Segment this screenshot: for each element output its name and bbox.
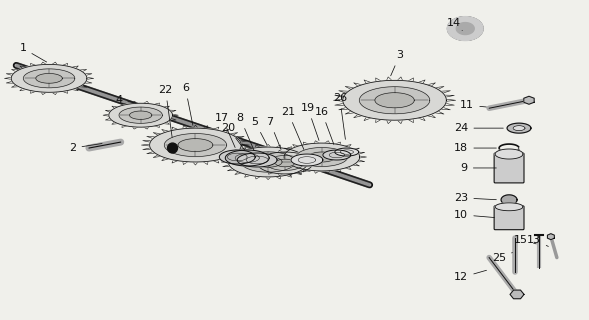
Polygon shape	[291, 154, 323, 166]
Circle shape	[167, 143, 177, 153]
Polygon shape	[296, 148, 348, 166]
Polygon shape	[335, 148, 359, 156]
Text: 8: 8	[237, 113, 254, 150]
Polygon shape	[178, 139, 213, 151]
Polygon shape	[501, 195, 517, 205]
Polygon shape	[510, 290, 524, 299]
Text: 24: 24	[454, 123, 503, 133]
Polygon shape	[284, 143, 360, 171]
Polygon shape	[359, 87, 430, 114]
Text: 1: 1	[19, 44, 47, 62]
Text: 14: 14	[447, 18, 462, 31]
Polygon shape	[119, 107, 163, 123]
Text: 19: 19	[301, 103, 319, 140]
Polygon shape	[164, 133, 227, 156]
Polygon shape	[507, 123, 531, 133]
Polygon shape	[150, 128, 241, 162]
Polygon shape	[343, 80, 446, 120]
Text: 12: 12	[454, 270, 487, 283]
Text: 7: 7	[267, 117, 281, 149]
Text: 20: 20	[221, 123, 244, 150]
Text: 25: 25	[492, 252, 512, 263]
Text: 18: 18	[454, 143, 497, 153]
Polygon shape	[254, 157, 282, 167]
Text: 26: 26	[333, 93, 347, 139]
Polygon shape	[524, 96, 534, 104]
Polygon shape	[547, 234, 554, 240]
Text: 3: 3	[391, 51, 403, 76]
Text: 17: 17	[215, 113, 235, 148]
Polygon shape	[456, 23, 474, 35]
Text: 5: 5	[252, 117, 267, 145]
Text: 2: 2	[70, 143, 102, 153]
Polygon shape	[130, 111, 152, 119]
Text: 6: 6	[182, 83, 193, 125]
Polygon shape	[241, 152, 295, 172]
Polygon shape	[448, 17, 483, 41]
Polygon shape	[226, 150, 269, 166]
Polygon shape	[237, 153, 277, 167]
FancyBboxPatch shape	[494, 206, 524, 230]
Polygon shape	[257, 152, 313, 174]
Polygon shape	[275, 159, 295, 167]
Polygon shape	[513, 126, 525, 131]
Polygon shape	[229, 147, 308, 177]
Polygon shape	[375, 93, 414, 108]
Text: 9: 9	[461, 163, 497, 173]
Polygon shape	[308, 152, 336, 162]
Polygon shape	[219, 150, 255, 164]
Polygon shape	[24, 69, 75, 88]
FancyBboxPatch shape	[494, 153, 524, 183]
Polygon shape	[11, 64, 87, 92]
Text: 4: 4	[115, 95, 136, 105]
Text: 13: 13	[527, 235, 548, 246]
Text: 10: 10	[454, 210, 494, 220]
Polygon shape	[495, 149, 523, 159]
Text: 23: 23	[454, 193, 497, 203]
Polygon shape	[36, 74, 62, 83]
Polygon shape	[323, 150, 351, 160]
Polygon shape	[495, 203, 523, 211]
Text: 21: 21	[281, 107, 304, 149]
Text: 11: 11	[460, 100, 487, 110]
Polygon shape	[266, 156, 304, 171]
Text: 22: 22	[158, 85, 173, 137]
Text: 16: 16	[315, 107, 334, 144]
Text: 15: 15	[514, 235, 536, 245]
Polygon shape	[109, 103, 173, 127]
